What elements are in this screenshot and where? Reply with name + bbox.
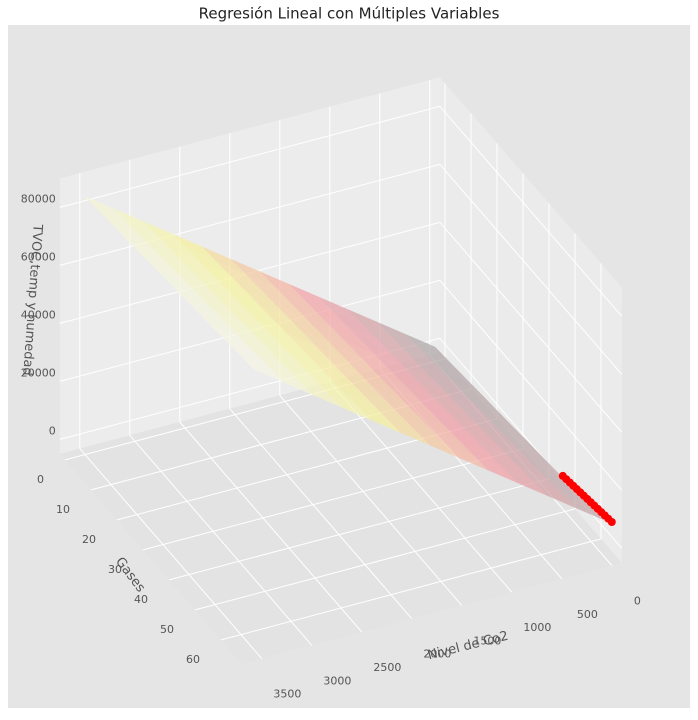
grid-line (129, 434, 313, 646)
x-tick-label: 2500 (373, 661, 401, 674)
grid-line (279, 395, 463, 606)
x-tick-label: 1000 (523, 621, 551, 634)
y-tick-label: 40 (134, 593, 148, 606)
grid-line (59, 105, 440, 208)
z-tick-label: 40000 (21, 308, 56, 321)
grid-line (179, 421, 363, 633)
grid-line (79, 448, 263, 659)
grid-line (59, 163, 440, 266)
z-tick-label: 0 (49, 424, 56, 437)
y-tick-label: 50 (160, 623, 174, 636)
y-tick-label: 10 (56, 503, 70, 516)
grid-line (168, 478, 550, 581)
grid-line (142, 448, 524, 551)
x-tick-label: 500 (577, 608, 598, 621)
y-tick-label: 30 (108, 563, 122, 576)
grid-line (329, 381, 513, 593)
x-tick-label: 1500 (473, 634, 501, 647)
data-point (558, 471, 567, 480)
z-tick-label: 60000 (21, 250, 56, 263)
grid-line (194, 508, 576, 611)
surface (84, 196, 605, 521)
y-tick-label: 0 (37, 473, 44, 486)
grid-line (439, 106, 623, 317)
z-tick-label: 20000 (21, 366, 56, 379)
y-tick-label: 20 (82, 533, 96, 546)
grid-line (439, 222, 623, 433)
grid-line (229, 408, 413, 620)
x-tick-label: 0 (634, 595, 641, 608)
y-tick-label: 60 (186, 653, 200, 666)
grid-line (439, 280, 623, 491)
chart-title: Regresión Lineal con Múltiples Variables (199, 5, 500, 23)
x-tick-label: 3000 (323, 674, 351, 687)
x-tick-label: 2000 (423, 648, 451, 661)
grid-line (439, 164, 623, 375)
grid-line (220, 538, 602, 641)
surface-cell (239, 354, 284, 383)
side-pane (439, 77, 622, 563)
z-tick-label: 80000 (21, 192, 56, 205)
x-tick-label: 3500 (273, 688, 301, 701)
